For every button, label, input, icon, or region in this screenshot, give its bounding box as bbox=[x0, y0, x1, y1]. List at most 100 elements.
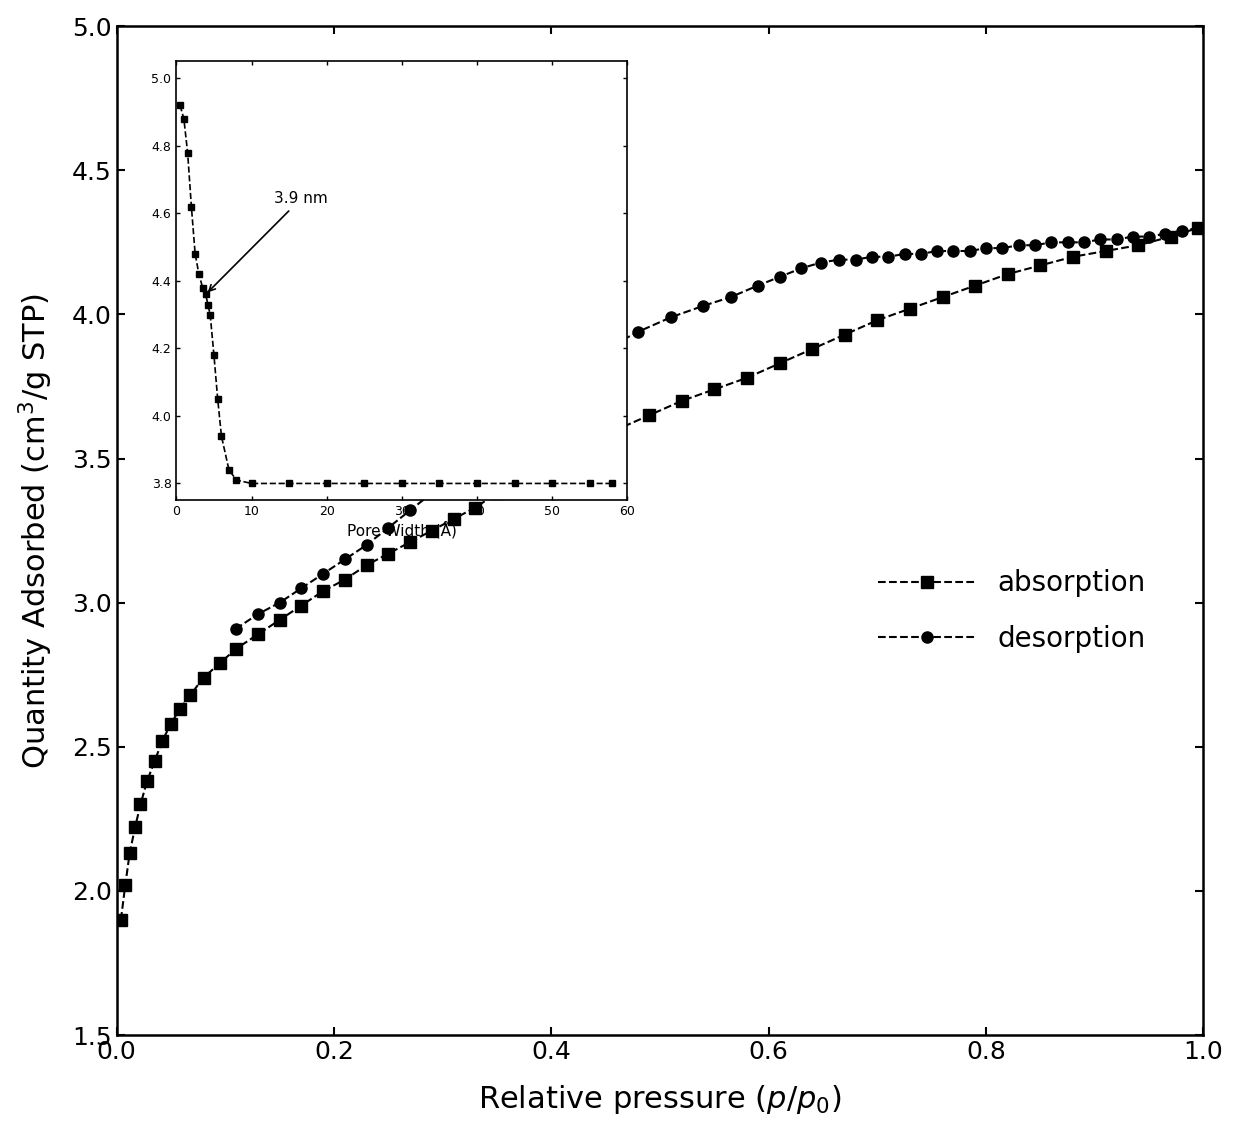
absorption bbox=[140, 775, 155, 789]
desorption bbox=[1190, 221, 1205, 235]
absorption bbox=[903, 301, 918, 315]
Line: desorption: desorption bbox=[231, 222, 1204, 634]
absorption bbox=[1033, 258, 1048, 272]
desorption bbox=[864, 250, 879, 264]
absorption bbox=[118, 878, 133, 892]
desorption bbox=[1012, 238, 1027, 252]
absorption bbox=[544, 458, 559, 471]
desorption bbox=[424, 486, 439, 500]
desorption bbox=[1126, 230, 1141, 244]
desorption bbox=[794, 262, 808, 275]
absorption bbox=[1099, 245, 1114, 258]
absorption bbox=[967, 279, 982, 292]
absorption bbox=[133, 798, 148, 811]
absorption bbox=[467, 501, 482, 514]
desorption bbox=[880, 250, 895, 264]
desorption bbox=[946, 245, 961, 258]
absorption bbox=[148, 755, 162, 768]
absorption bbox=[446, 512, 461, 526]
desorption bbox=[663, 310, 678, 324]
absorption bbox=[196, 671, 211, 684]
absorption bbox=[403, 535, 418, 548]
desorption bbox=[1028, 238, 1043, 252]
absorption bbox=[381, 547, 396, 561]
absorption bbox=[250, 628, 265, 641]
desorption bbox=[1060, 236, 1075, 249]
absorption bbox=[739, 370, 754, 384]
absorption bbox=[272, 613, 286, 627]
absorption bbox=[935, 290, 950, 304]
absorption bbox=[805, 342, 820, 356]
desorption bbox=[360, 538, 374, 552]
absorption bbox=[123, 846, 138, 860]
desorption bbox=[773, 270, 787, 283]
desorption bbox=[897, 247, 911, 261]
X-axis label: Relative pressure ($p/p_0$): Relative pressure ($p/p_0$) bbox=[479, 1083, 842, 1116]
absorption bbox=[316, 585, 331, 598]
absorption bbox=[172, 702, 187, 716]
desorption bbox=[978, 241, 993, 255]
absorption bbox=[1065, 250, 1080, 264]
absorption bbox=[870, 314, 885, 327]
desorption bbox=[381, 521, 396, 535]
desorption bbox=[337, 553, 352, 566]
absorption bbox=[212, 656, 227, 670]
desorption bbox=[848, 253, 863, 266]
desorption bbox=[403, 504, 418, 518]
desorption bbox=[930, 245, 945, 258]
desorption bbox=[538, 380, 553, 393]
absorption bbox=[228, 642, 243, 656]
desorption bbox=[316, 566, 331, 580]
absorption bbox=[155, 734, 170, 748]
desorption bbox=[1158, 227, 1173, 240]
desorption bbox=[832, 253, 847, 266]
desorption bbox=[511, 400, 526, 414]
absorption bbox=[1131, 238, 1146, 252]
absorption bbox=[675, 394, 689, 408]
desorption bbox=[631, 325, 646, 339]
absorption bbox=[1163, 230, 1178, 244]
desorption bbox=[565, 363, 580, 376]
desorption bbox=[750, 279, 765, 292]
desorption bbox=[446, 466, 461, 479]
desorption bbox=[1092, 232, 1107, 246]
absorption bbox=[490, 486, 505, 500]
desorption bbox=[914, 247, 929, 261]
absorption bbox=[164, 717, 179, 731]
desorption bbox=[250, 607, 265, 621]
absorption bbox=[837, 327, 852, 341]
desorption bbox=[1044, 236, 1059, 249]
absorption bbox=[360, 559, 374, 572]
desorption bbox=[467, 446, 482, 460]
desorption bbox=[962, 245, 977, 258]
desorption bbox=[723, 290, 738, 304]
absorption bbox=[511, 475, 526, 488]
desorption bbox=[1174, 224, 1189, 238]
Line: absorption: absorption bbox=[115, 222, 1204, 926]
desorption bbox=[272, 596, 286, 610]
desorption bbox=[994, 241, 1009, 255]
absorption bbox=[609, 423, 624, 436]
desorption bbox=[1142, 230, 1157, 244]
desorption bbox=[598, 342, 613, 356]
desorption bbox=[1076, 236, 1091, 249]
absorption bbox=[337, 573, 352, 587]
absorption bbox=[577, 441, 591, 454]
desorption bbox=[294, 581, 309, 595]
absorption bbox=[707, 383, 722, 397]
absorption bbox=[773, 357, 787, 370]
absorption bbox=[128, 820, 143, 834]
absorption bbox=[114, 913, 129, 927]
absorption bbox=[1001, 267, 1016, 281]
desorption bbox=[813, 256, 828, 270]
absorption bbox=[184, 688, 198, 701]
desorption bbox=[1109, 232, 1123, 246]
desorption bbox=[490, 423, 505, 436]
desorption bbox=[696, 299, 711, 313]
Y-axis label: Quantity Adsorbed (cm$^3$/g STP): Quantity Adsorbed (cm$^3$/g STP) bbox=[16, 292, 55, 768]
absorption bbox=[424, 523, 439, 537]
absorption bbox=[1190, 221, 1205, 235]
absorption bbox=[642, 409, 657, 423]
absorption bbox=[294, 598, 309, 612]
Legend: absorption, desorption: absorption, desorption bbox=[867, 559, 1157, 664]
